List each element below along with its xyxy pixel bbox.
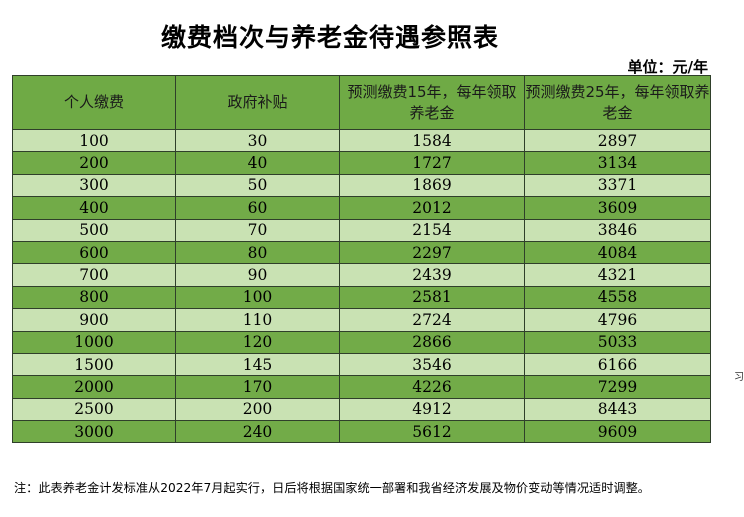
pension-15-years-cell: 4226 (339, 375, 525, 399)
personal-contribution-cell: 500 (12, 218, 176, 242)
table-row: 700 90 2439 4321 (12, 263, 711, 287)
government-subsidy-cell: 90 (175, 263, 340, 287)
government-subsidy-cell: 240 (175, 420, 340, 444)
government-subsidy-cell: 110 (175, 308, 340, 332)
pension-15-years-cell: 2297 (339, 240, 525, 265)
table-row: 900 110 2724 4796 (12, 308, 711, 332)
table-row: 200 40 1727 3134 (12, 151, 711, 175)
footnote: 注：此表养老金计发标准从2022年7月起实行，日后将根据国家统一部署和我省经济发… (14, 481, 650, 495)
pension-25-years-cell: 8443 (524, 397, 711, 422)
pension-15-years-cell: 4912 (339, 397, 525, 422)
table-row: 600 80 2297 4084 (12, 240, 711, 265)
pension-15-years-cell: 2724 (339, 308, 525, 332)
pension-15-years-cell: 1869 (339, 173, 525, 198)
table-body: 100 30 1584 2897 200 40 1727 3134 300 50 1869 3371 4… (12, 128, 711, 444)
table-row: 100 30 1584 2897 (12, 128, 711, 153)
unit-label: 单位：元/年 (627, 58, 708, 76)
government-subsidy-cell: 120 (175, 330, 340, 354)
pension-15-years-cell: 2581 (339, 285, 525, 310)
government-subsidy-cell: 30 (175, 128, 340, 153)
edge-fragment-text: 习 (734, 372, 744, 383)
pension-25-years-cell: 3609 (524, 196, 711, 220)
personal-contribution-cell: 800 (12, 285, 176, 310)
pension-25-years-cell: 4558 (524, 285, 711, 310)
government-subsidy-cell: 145 (175, 352, 340, 377)
pension-25-years-cell: 7299 (524, 375, 711, 399)
government-subsidy-cell: 100 (175, 285, 340, 310)
table-header-row: 个人缴费 政府补贴 预测缴费15年，每年领取养老金 预测缴费25年，每年领取养老… (12, 75, 711, 130)
pension-25-years-cell: 4321 (524, 263, 711, 287)
pension-25-years-cell: 6166 (524, 352, 711, 377)
personal-contribution-cell: 2000 (12, 375, 176, 399)
pension-25-years-cell: 4084 (524, 240, 711, 265)
government-subsidy-cell: 60 (175, 196, 340, 220)
table-row: 1500 145 3546 6166 (12, 352, 711, 377)
table-row: 1000 120 2866 5033 (12, 330, 711, 354)
government-subsidy-cell: 200 (175, 397, 340, 422)
government-subsidy-cell: 50 (175, 173, 340, 198)
pension-25-years-cell: 3134 (524, 151, 711, 175)
pension-25-years-cell: 3846 (524, 218, 711, 242)
header-personal-contribution: 个人缴费 (12, 75, 176, 130)
personal-contribution-cell: 700 (12, 263, 176, 287)
pension-reference-table: 个人缴费 政府补贴 预测缴费15年，每年领取养老金 预测缴费25年，每年领取养老… (12, 75, 711, 444)
pension-25-years-cell: 4796 (524, 308, 711, 332)
pension-15-years-cell: 2439 (339, 263, 525, 287)
personal-contribution-cell: 1000 (12, 330, 176, 354)
pension-15-years-cell: 2012 (339, 196, 525, 220)
pension-15-years-cell: 2154 (339, 218, 525, 242)
personal-contribution-cell: 100 (12, 128, 176, 153)
table-row: 2000 170 4226 7299 (12, 375, 711, 399)
government-subsidy-cell: 40 (175, 151, 340, 175)
table-row: 400 60 2012 3609 (12, 196, 711, 220)
table-row: 2500 200 4912 8443 (12, 397, 711, 422)
header-pension-15-years: 预测缴费15年，每年领取养老金 (339, 75, 525, 130)
personal-contribution-cell: 300 (12, 173, 176, 198)
page-title: 缴费档次与养老金待遇参照表 (160, 23, 499, 52)
personal-contribution-cell: 1500 (12, 352, 176, 377)
government-subsidy-cell: 170 (175, 375, 340, 399)
pension-25-years-cell: 3371 (524, 173, 711, 198)
table-row: 3000 240 5612 9609 (12, 420, 711, 444)
pension-15-years-cell: 3546 (339, 352, 525, 377)
personal-contribution-cell: 600 (12, 240, 176, 265)
pension-25-years-cell: 5033 (524, 330, 711, 354)
pension-25-years-cell: 2897 (524, 128, 711, 153)
header-pension-25-years: 预测缴费25年，每年领取养老金 (524, 75, 711, 130)
table-row: 500 70 2154 3846 (12, 218, 711, 242)
personal-contribution-cell: 400 (12, 196, 176, 220)
pension-15-years-cell: 1584 (339, 128, 525, 153)
government-subsidy-cell: 70 (175, 218, 340, 242)
government-subsidy-cell: 80 (175, 240, 340, 265)
pension-15-years-cell: 1727 (339, 151, 525, 175)
table-row: 800 100 2581 4558 (12, 285, 711, 310)
personal-contribution-cell: 900 (12, 308, 176, 332)
personal-contribution-cell: 200 (12, 151, 176, 175)
pension-15-years-cell: 2866 (339, 330, 525, 354)
pension-25-years-cell: 9609 (524, 420, 711, 444)
personal-contribution-cell: 3000 (12, 420, 176, 444)
table-row: 300 50 1869 3371 (12, 173, 711, 198)
personal-contribution-cell: 2500 (12, 397, 176, 422)
pension-15-years-cell: 5612 (339, 420, 525, 444)
header-government-subsidy: 政府补贴 (175, 75, 340, 130)
